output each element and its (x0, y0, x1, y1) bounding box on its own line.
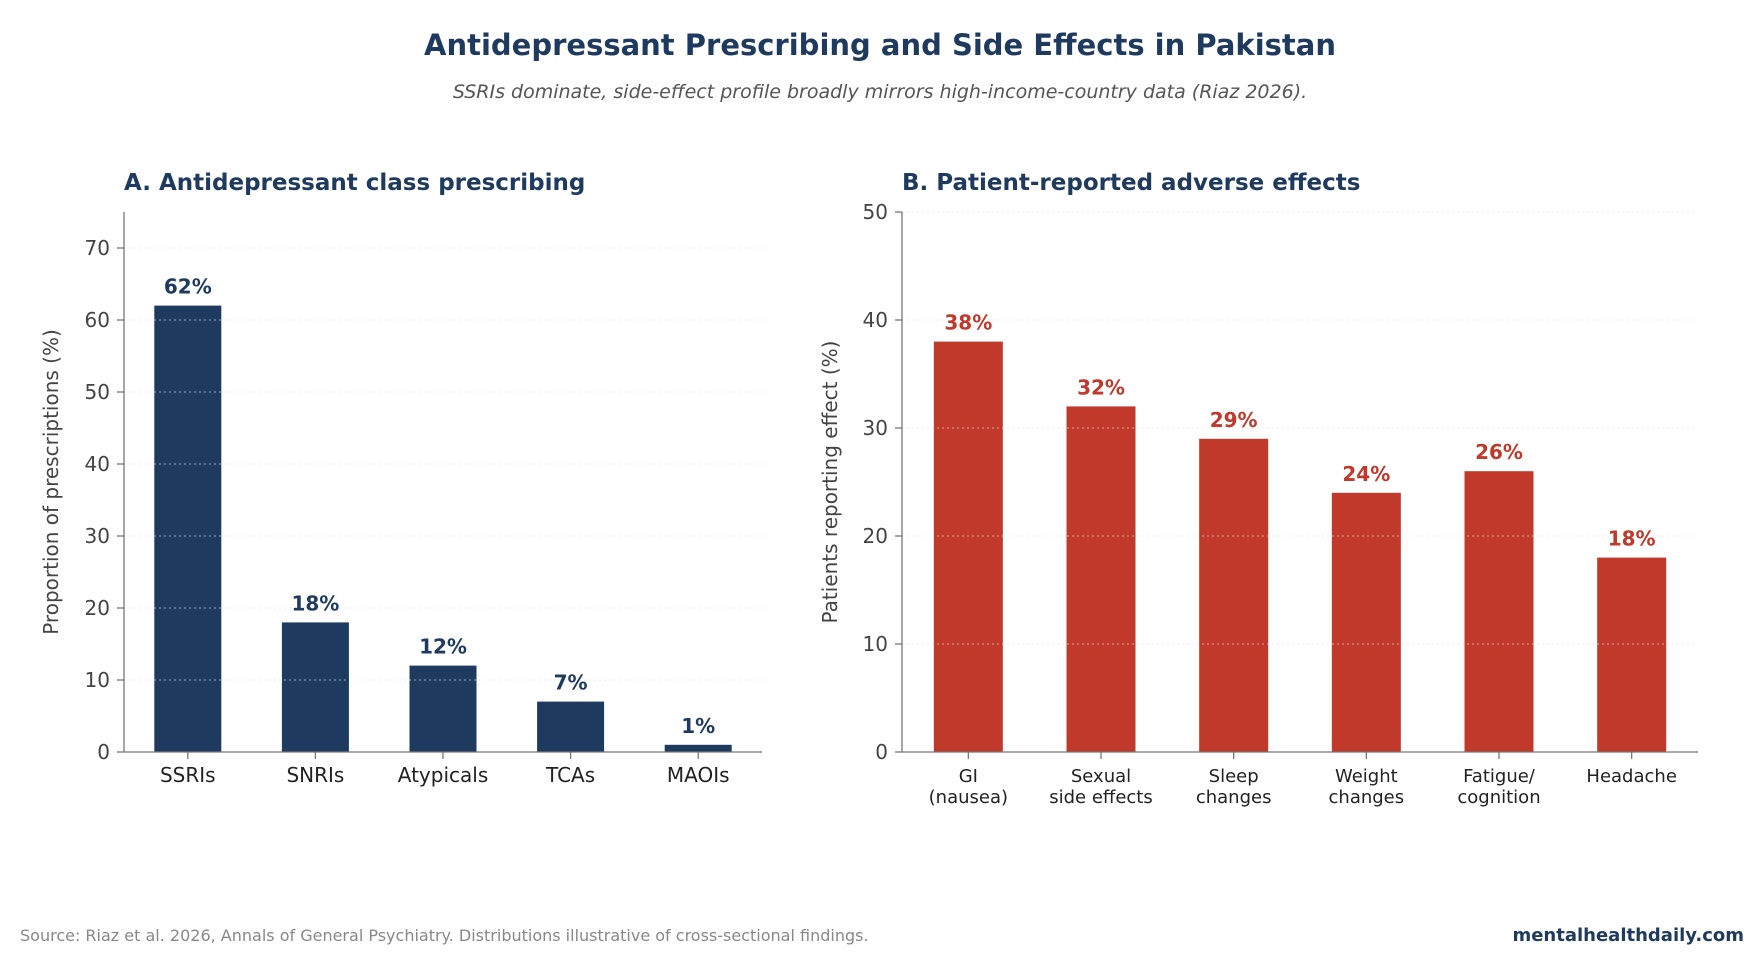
panel-b-xtick-line: cognition (1457, 787, 1540, 808)
panel-b-bar (1597, 557, 1667, 752)
panel-a-chart: A. Antidepressant class prescribing 62% 18… (39, 170, 762, 787)
panel-b-bar (933, 341, 1003, 752)
panel-b-xtick-line: Sexual (1071, 766, 1131, 787)
panel-b-ytick-label: 10 (863, 632, 888, 656)
panel-a-bar (664, 744, 732, 752)
panel-a-ylabel: Proportion of prescriptions (%) (39, 329, 63, 635)
panel-b-ytick-label: 40 (863, 308, 888, 332)
panel-a-ytick-label: 20 (85, 596, 110, 620)
panel-b-xtick-label: Headache (1586, 766, 1676, 787)
panel-b-ytick-label: 20 (863, 524, 888, 548)
panel-a-data-label: 1% (681, 714, 715, 738)
panel-a-title: A. Antidepressant class prescribing (124, 170, 585, 196)
panel-b-xtick-line: changes (1329, 787, 1405, 808)
panel-a-bar (154, 305, 222, 752)
panel-b-data-label: 32% (1077, 375, 1125, 399)
figure-subtitle: SSRIs dominate, side-effect profile broa… (453, 81, 1307, 103)
panel-a-xtick-label: MAOIs (667, 763, 730, 787)
panel-b-chart: B. Patient-reported adverse effects 38% 32… (818, 170, 1698, 808)
panel-b-xtick-label: GI (nausea) (929, 766, 1008, 808)
panel-a-xtick-label: TCAs (545, 763, 595, 787)
panel-b-ylabel: Patients reporting effect (%) (818, 341, 842, 624)
panel-a-ytick-label: 10 (85, 668, 110, 692)
panel-b-xtick-label: Sleep changes (1196, 766, 1272, 808)
panel-b-xtick-label: Weight changes (1329, 766, 1405, 808)
panel-b-xtick-line: Weight (1335, 766, 1398, 787)
panel-b-xtick-line: GI (959, 766, 978, 787)
panel-b-data-label: 38% (944, 311, 992, 335)
panel-b-data-label: 24% (1342, 462, 1390, 486)
panel-a-bar (281, 622, 349, 752)
panel-b-ytick-label: 0 (875, 740, 888, 764)
footer-source: Source: Riaz et al. 2026, Annals of Gene… (20, 926, 869, 945)
panel-b-bar (1464, 471, 1534, 752)
panel-b-xtick-label: Fatigue/cognition (1457, 766, 1540, 808)
panel-a-ytick-label: 30 (85, 524, 110, 548)
panel-a-ytick-label: 40 (85, 452, 110, 476)
panel-b-xtick-line: Sleep (1209, 766, 1259, 787)
panel-a-ytick-label: 70 (85, 236, 110, 260)
panel-a-xtick-label: SNRIs (286, 763, 344, 787)
panel-b-xtick-line: (nausea) (929, 787, 1008, 808)
panel-a-xtick-line: Atypicals (398, 763, 489, 787)
panel-a-bar (409, 665, 477, 752)
panel-b-xtick-line: changes (1196, 787, 1272, 808)
panel-a-ytick-label: 0 (97, 740, 110, 764)
panel-a-xtick-label: Atypicals (398, 763, 489, 787)
panel-b-title: B. Patient-reported adverse effects (902, 170, 1360, 196)
panel-a-xtick-label: SSRIs (160, 763, 216, 787)
panel-a-xtick-line: SSRIs (160, 763, 216, 787)
panel-b-bar (1199, 438, 1269, 752)
panel-b-xtick-line: Headache (1586, 766, 1676, 787)
panel-a-ytick-label: 50 (85, 380, 110, 404)
panel-a-ytick-label: 60 (85, 308, 110, 332)
panel-b-ytick-label: 50 (863, 200, 888, 224)
panel-a-xtick-line: MAOIs (667, 763, 730, 787)
footer-brand: mentalhealthdaily.com (1512, 925, 1744, 946)
panel-a-data-label: 18% (291, 591, 339, 615)
panel-a-data-label: 62% (164, 275, 212, 299)
panel-b-xtick-line: side effects (1049, 787, 1152, 808)
panel-b-bar (1331, 492, 1401, 752)
panel-b-xtick-label: Sexual side effects (1049, 766, 1152, 808)
panel-a-xtick-line: SNRIs (286, 763, 344, 787)
panel-b-data-label: 29% (1210, 408, 1258, 432)
panel-a-xtick-line: TCAs (545, 763, 595, 787)
panel-b-data-label: 18% (1608, 527, 1656, 551)
panel-b-bar (1066, 406, 1136, 752)
panel-b-xtick-line: Fatigue/ (1463, 766, 1536, 787)
panel-b-data-label: 26% (1475, 440, 1523, 464)
panel-a-data-label: 7% (554, 671, 588, 695)
panel-b-ytick-label: 30 (863, 416, 888, 440)
figure-title: Antidepressant Prescribing and Side Effe… (424, 28, 1336, 62)
panel-a-bar (537, 701, 605, 752)
panel-a-data-label: 12% (419, 635, 467, 659)
